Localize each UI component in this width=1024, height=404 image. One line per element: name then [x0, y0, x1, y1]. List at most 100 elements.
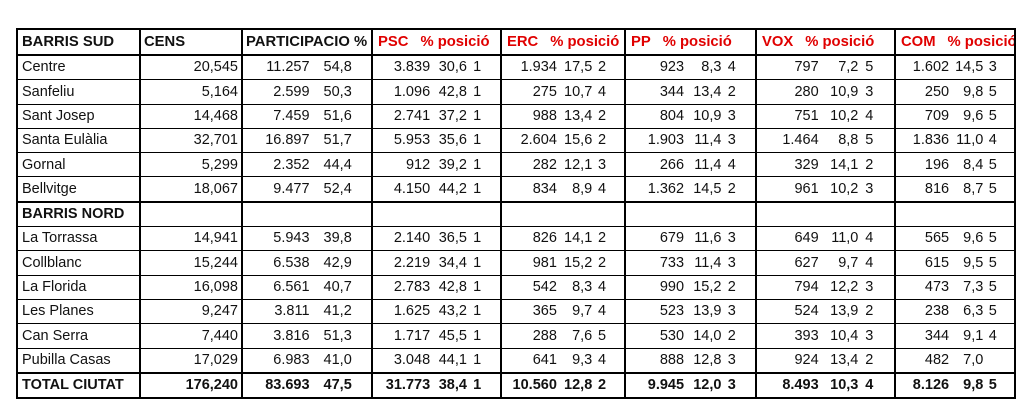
participacio-pct: 42,9 [323, 254, 352, 271]
pp-votes: 679 [659, 230, 685, 247]
com-cell: 615 9,5 5 [894, 251, 1014, 275]
cens-cell: 14,468 [139, 104, 241, 128]
psc-pct: 36,5 [438, 230, 467, 247]
erc-pct: 10,7 [564, 83, 593, 100]
pp-cell: 990 15,2 2 [624, 275, 755, 299]
vox-votes: 794 [794, 279, 819, 296]
erc-cell: 834 8,9 4 [500, 177, 624, 201]
com-cell: 709 9,6 5 [894, 104, 1014, 128]
com-pct: 14,5 [955, 59, 984, 76]
pp-cell: 679 11,6 3 [624, 227, 755, 251]
erc-votes: 981 [532, 254, 557, 271]
com-votes: 615 [924, 254, 950, 271]
psc-votes: 31.773 [385, 377, 431, 394]
pp-votes: 9.945 [647, 377, 685, 394]
vox-cell: 924 13,4 2 [755, 348, 894, 372]
psc-position: 1 [473, 279, 482, 296]
vox-pct: 8,8 [838, 132, 859, 149]
psc-pct: 44,2 [438, 180, 467, 197]
erc-votes: 641 [532, 351, 557, 368]
row-label: Santa Eulàlia [22, 132, 108, 149]
pp-position: 3 [727, 254, 736, 271]
row-label-cell: TOTAL CIUTAT [18, 374, 139, 397]
vox-cell: 797 7,2 5 [755, 56, 894, 80]
psc-position: 1 [473, 59, 482, 76]
table-row: Can Serra 7,440 3.816 51,3 1.717 45,5 1 288 7,6 5… [18, 323, 1014, 348]
erc-position: 4 [597, 180, 607, 197]
com-position: 4 [988, 132, 997, 149]
psc-votes: 3.048 [393, 351, 431, 368]
erc-cell: 641 9,3 4 [500, 348, 624, 372]
vox-pct: 11,0 [831, 230, 859, 247]
psc-votes: 1.625 [393, 303, 431, 320]
row-label-cell: Sanfeliu [18, 80, 139, 103]
vox-cell: 961 10,2 3 [755, 177, 894, 201]
cens-cell: 176,240 [139, 373, 241, 398]
psc-cell: 2.783 42,8 1 [371, 275, 500, 299]
erc-cell: 10.560 12,8 2 [500, 373, 624, 398]
participacio-pct: 51,7 [323, 132, 352, 149]
participacio-votes: 2.599 [273, 83, 310, 100]
header-erc-name: ERC [507, 33, 539, 50]
participacio-votes: 6.538 [273, 254, 310, 271]
vox-position: 4 [865, 230, 874, 247]
vox-votes: 961 [794, 180, 819, 197]
psc-position: 1 [473, 83, 482, 100]
com-cell: 816 8,7 5 [894, 177, 1014, 201]
erc-pct: 15,6 [564, 132, 593, 149]
row-label-cell: La Torrassa [18, 227, 139, 250]
participacio-cell: 83.693 47,5 [241, 373, 371, 398]
psc-pct: 34,4 [438, 254, 467, 271]
pp-position: 2 [727, 83, 736, 100]
com-votes: 196 [924, 156, 950, 173]
header-barris-sud-label: BARRIS SUD [22, 33, 115, 50]
header-row: BARRIS SUD CENS PARTICIPACIO % PSC % pos… [18, 30, 1014, 55]
cens-cell: 20,545 [139, 56, 241, 80]
com-cell: 238 6,3 5 [894, 299, 1014, 324]
participacio-cell [241, 202, 371, 227]
erc-cell: 2.604 15,6 2 [500, 128, 624, 153]
psc-votes: 912 [405, 156, 431, 173]
vox-position: 2 [865, 303, 874, 320]
row-label: La Florida [22, 279, 87, 296]
erc-pct: 14,1 [564, 230, 593, 247]
psc-position: 1 [473, 351, 482, 368]
psc-votes: 4.150 [393, 180, 431, 197]
section-header-row: BARRIS NORD [18, 200, 1014, 227]
vox-pct: 10,4 [830, 327, 859, 344]
participacio-pct: 50,3 [323, 83, 352, 100]
com-cell: 565 9,6 5 [894, 227, 1014, 251]
com-position: 5 [988, 279, 997, 296]
vox-cell: 649 11,0 4 [755, 227, 894, 251]
com-position: 5 [988, 377, 997, 394]
com-cell [894, 202, 1014, 227]
erc-position: 4 [597, 351, 607, 368]
com-cell: 1.836 11,0 4 [894, 128, 1014, 153]
table-row: Santa Eulàlia 32,701 16.897 51,7 5.953 35,6 1 2… [18, 127, 1014, 153]
psc-pct: 42,8 [438, 83, 467, 100]
participacio-pct: 51,3 [323, 327, 352, 344]
psc-cell [371, 202, 500, 227]
psc-votes: 5.953 [393, 132, 431, 149]
vox-votes: 524 [794, 303, 819, 320]
erc-cell: 288 7,6 5 [500, 324, 624, 348]
pp-votes: 990 [659, 279, 685, 296]
table-row: Collblanc 15,244 6.538 42,9 2.219 34,4 1 981 15,… [18, 250, 1014, 275]
vox-votes: 627 [794, 254, 819, 271]
erc-position: 4 [597, 279, 607, 296]
com-pct: 9,8 [963, 83, 984, 100]
vox-position: 4 [865, 377, 874, 394]
participacio-pct: 44,4 [323, 156, 352, 173]
com-votes: 482 [924, 351, 950, 368]
pp-pct: 11,4 [694, 254, 722, 271]
participacio-votes: 83.693 [265, 377, 310, 394]
election-results-table: BARRIS SUD CENS PARTICIPACIO % PSC % pos… [16, 28, 1016, 400]
pp-cell: 1.362 14,5 2 [624, 177, 755, 201]
com-position: 5 [988, 180, 997, 197]
psc-cell: 1.717 45,5 1 [371, 324, 500, 348]
psc-votes: 3.839 [393, 59, 431, 76]
header-psc-sub: % posició [420, 33, 490, 50]
cens-value: 20,545 [193, 59, 238, 76]
erc-votes: 542 [532, 279, 557, 296]
